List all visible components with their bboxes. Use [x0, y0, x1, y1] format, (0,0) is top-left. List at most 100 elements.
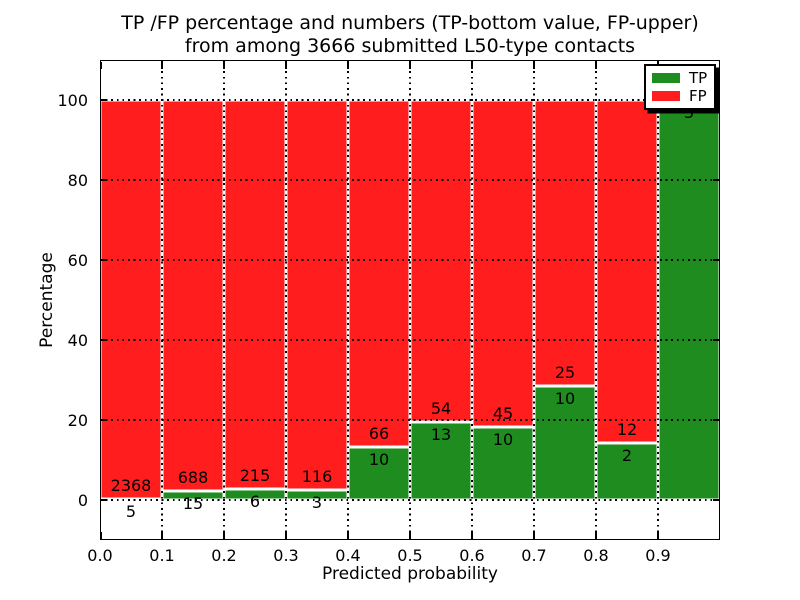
tp-count-label: 3	[683, 103, 695, 122]
y-tick-left	[100, 339, 107, 341]
fp-count-label: 116	[301, 466, 333, 486]
tp-count-label: 5	[125, 502, 137, 522]
tp-count-label: 3	[311, 492, 323, 512]
legend-label-tp: TP	[689, 69, 708, 87]
x-gridline	[657, 60, 659, 540]
bar-segment-fp	[348, 100, 410, 448]
x-tick-label: 0.8	[583, 546, 609, 565]
x-tick-top	[533, 61, 535, 69]
fp-count-label: 66	[368, 424, 390, 444]
tp-count-label: 13	[430, 425, 452, 445]
x-tick-bottom	[657, 531, 659, 539]
x-tick-top	[409, 61, 411, 69]
x-tick-label: 0.7	[521, 546, 547, 565]
x-tick-top	[100, 61, 102, 69]
y-tick-label: 0	[77, 490, 88, 510]
tp-count-label: 6	[249, 492, 261, 512]
x-tick-bottom	[471, 531, 473, 539]
bar-segment-fp	[224, 100, 286, 490]
x-tick-label: 0.6	[459, 546, 485, 565]
x-tick-label: 0.0	[87, 546, 113, 565]
chart-title: TP /FP percentage and numbers (TP-bottom…	[100, 12, 720, 58]
y-tick-left	[100, 179, 107, 181]
x-tick-bottom	[223, 531, 225, 539]
x-tick-top	[347, 61, 349, 69]
x-gridline	[471, 60, 473, 540]
tp-count-label: 10	[368, 450, 390, 470]
x-tick-bottom	[409, 531, 411, 539]
x-tick-label: 0.2	[211, 546, 237, 565]
x-tick-bottom	[533, 531, 535, 539]
bar-segment-tp	[596, 442, 658, 500]
tp-count-label: 10	[554, 388, 576, 408]
bar-segment-tp	[224, 489, 286, 500]
legend-entry-tp: TP	[652, 69, 708, 87]
fp-count-label: 2368	[110, 476, 152, 496]
x-tick-top	[595, 61, 597, 69]
y-tick-label: 60	[67, 250, 88, 270]
x-tick-top	[285, 61, 287, 69]
y-tick-right	[713, 499, 720, 501]
y-tick-label: 100	[57, 90, 88, 110]
x-tick-label: 0.4	[335, 546, 361, 565]
fp-count-label: 54	[430, 399, 452, 419]
y-tick-left	[100, 499, 107, 501]
y-tick-label: 80	[67, 170, 88, 190]
tp-color-swatch	[652, 73, 680, 83]
x-tick-top	[471, 61, 473, 69]
x-tick-top	[223, 61, 225, 69]
fp-count-label: 12	[616, 419, 638, 439]
y-tick-right	[713, 179, 720, 181]
fp-color-swatch	[652, 91, 680, 101]
x-tick-bottom	[595, 531, 597, 539]
x-gridline	[223, 60, 225, 540]
bar-segment-fp	[162, 100, 224, 492]
x-gridline	[533, 60, 535, 540]
y-tick-right	[713, 259, 720, 261]
legend-label-fp: FP	[689, 87, 707, 105]
y-tick-left	[100, 259, 107, 261]
tp-count-label: 15	[182, 494, 204, 514]
y-tick-right	[713, 419, 720, 421]
x-gridline	[161, 60, 163, 540]
plot-area: 2368568815215611636610541345102510122030…	[87, 60, 720, 565]
x-tick-bottom	[718, 531, 720, 539]
bar-segment-tp	[162, 491, 224, 500]
fp-count-label: 25	[554, 362, 576, 382]
x-tick-bottom	[285, 531, 287, 539]
x-axis-label: Predicted probability	[322, 564, 498, 584]
tp-count-label: 2	[621, 445, 633, 465]
x-tick-label: 0.1	[149, 546, 175, 565]
y-tick-label: 40	[67, 330, 88, 350]
fp-count-label: 688	[177, 468, 209, 488]
legend-box: TP FP	[644, 64, 716, 110]
x-gridline	[409, 60, 411, 540]
tp-count-label: 10	[492, 430, 514, 450]
bar-segment-tp	[534, 385, 596, 500]
chart-title-line1: TP /FP percentage and numbers (TP-bottom…	[121, 12, 699, 34]
y-tick-label: 20	[67, 410, 88, 430]
x-tick-top	[161, 61, 163, 69]
bar-segment-tp	[410, 422, 472, 500]
y-tick-left	[100, 419, 107, 421]
bar-segment-fp	[596, 100, 658, 443]
bar-segment-fp	[534, 100, 596, 386]
x-tick-bottom	[347, 531, 349, 539]
fp-count-label: 215	[239, 466, 271, 486]
bar-segment-fp	[286, 100, 348, 490]
bar-segment-tp	[348, 447, 410, 500]
x-tick-label: 0.5	[397, 546, 423, 565]
x-tick-label: 0.9	[645, 546, 671, 565]
fp-count-label: 45	[492, 404, 514, 424]
x-tick-top	[718, 61, 720, 69]
x-tick-label: 0.3	[273, 546, 299, 565]
x-tick-bottom	[161, 531, 163, 539]
bar-segment-tp	[286, 489, 348, 500]
x-tick-bottom	[100, 531, 102, 539]
bar-segment-fp	[410, 100, 472, 423]
x-gridline	[595, 60, 597, 540]
x-gridline	[347, 60, 349, 540]
y-tick-right	[713, 99, 720, 101]
bar-segment-tp	[472, 427, 534, 500]
